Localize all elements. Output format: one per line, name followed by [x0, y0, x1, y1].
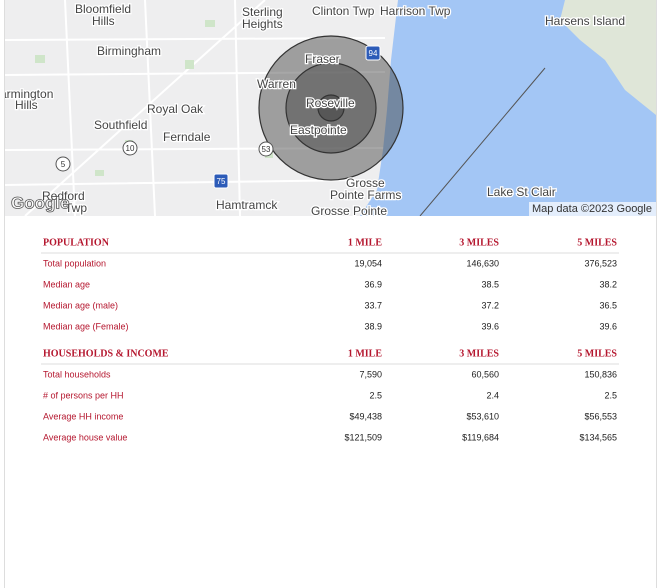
map-label: Roseville — [306, 96, 355, 110]
map-label: Harrison Twp — [380, 4, 451, 18]
row-label: # of persons per HH — [43, 390, 124, 400]
column-header: 5 MILES — [577, 237, 617, 248]
island — [560, 0, 656, 115]
row-label: Average house value — [43, 432, 127, 442]
highway-shield — [122, 140, 138, 156]
cell-value: 38.5 — [481, 279, 499, 289]
cell-value: 7,590 — [359, 369, 382, 379]
cell-value: 39.6 — [599, 321, 617, 331]
row-label: Total households — [43, 369, 111, 379]
map-label: Hills — [92, 14, 115, 28]
cell-value: $119,684 — [462, 432, 499, 442]
cell-value: 39.6 — [481, 321, 499, 331]
map-label: Hamtramck — [216, 198, 278, 212]
map-label: Bloomfield — [75, 2, 131, 16]
boundary — [419, 67, 546, 216]
map-label: Southfield — [94, 118, 147, 132]
highway-shield — [213, 173, 229, 189]
map-label: Grosse — [346, 176, 385, 190]
column-header: HOUSEHOLDS & INCOME — [43, 348, 169, 359]
map-label: Fraser — [305, 52, 340, 66]
cell-value: 60,560 — [471, 369, 499, 379]
row-label: Total population — [43, 258, 106, 268]
cell-value: 2.5 — [369, 390, 382, 400]
cell-value: $56,553 — [584, 411, 617, 421]
map-label: Heights — [242, 17, 283, 31]
roads — [5, 0, 386, 216]
map-label: Royal Oak — [147, 102, 204, 116]
map-label: armington — [5, 87, 53, 101]
map-label: Ferndale — [163, 130, 211, 144]
row-label: Median age (male) — [43, 300, 118, 310]
highway-number: 94 — [369, 49, 378, 58]
column-header: 5 MILES — [577, 348, 617, 359]
map-label: Sterling — [242, 5, 283, 19]
cell-value: 37.2 — [481, 300, 499, 310]
map-label: Warren — [257, 77, 296, 91]
map-label: Hills — [15, 98, 38, 112]
row-label: Median age (Female) — [43, 321, 129, 331]
map-label: Redford — [42, 189, 85, 203]
highway-number: 53 — [262, 145, 271, 154]
cell-value: $53,610 — [466, 411, 499, 421]
column-header: 1 MILE — [348, 348, 383, 359]
highway-number: 10 — [126, 144, 135, 153]
highway-number: 5 — [61, 160, 66, 169]
column-header: 3 MILES — [459, 348, 499, 359]
radius-1-mile — [317, 94, 345, 122]
map-label: Birmingham — [97, 44, 161, 58]
cell-value: $121,509 — [344, 432, 382, 442]
column-header: 1 MILE — [348, 237, 383, 248]
column-header: POPULATION — [43, 237, 110, 248]
map-attribution: Map data ©2023 Google — [532, 203, 652, 215]
cell-value: 38.2 — [599, 279, 617, 289]
cell-value: 36.5 — [599, 300, 617, 310]
map-label: Harsens Island — [545, 14, 625, 28]
cell-value: 38.9 — [364, 321, 382, 331]
cell-value: 376,523 — [584, 258, 617, 268]
cell-value: $134,565 — [579, 432, 617, 442]
cell-value: 2.5 — [604, 390, 617, 400]
row-label: Average HH income — [43, 411, 123, 421]
map-label: Eastpointe — [290, 123, 347, 137]
highway-shield — [258, 141, 274, 157]
map-logo: Google — [11, 193, 70, 212]
highway-shield — [55, 156, 71, 172]
demographics-table: POPULATION 1 MILE 3 MILES 5 MILES Total popu… — [41, 237, 619, 442]
cell-value: $49,438 — [349, 411, 382, 421]
row-label: Median age — [43, 279, 90, 289]
map-label: Pointe Farms — [330, 188, 401, 202]
map-label: Clinton Twp — [312, 4, 375, 18]
cell-value: 33.7 — [364, 300, 382, 310]
map-label: Twp — [65, 201, 87, 215]
column-header: 3 MILES — [459, 237, 499, 248]
cell-value: 36.9 — [364, 279, 382, 289]
attribution-bg — [529, 202, 656, 216]
cell-value: 146,630 — [466, 258, 499, 268]
water — [360, 0, 656, 216]
map-label: Grosse Pointe — [311, 204, 387, 216]
map-label: Lake St Clair — [487, 185, 556, 199]
page: Bloomfield Hills Sterling Heights Clinton Tw… — [4, 0, 657, 588]
cell-value: 19,054 — [354, 258, 382, 268]
cell-value: 150,836 — [584, 369, 617, 379]
highway-number: 75 — [217, 177, 226, 186]
cell-value: 2.4 — [486, 390, 499, 400]
highway-shield — [365, 45, 381, 61]
